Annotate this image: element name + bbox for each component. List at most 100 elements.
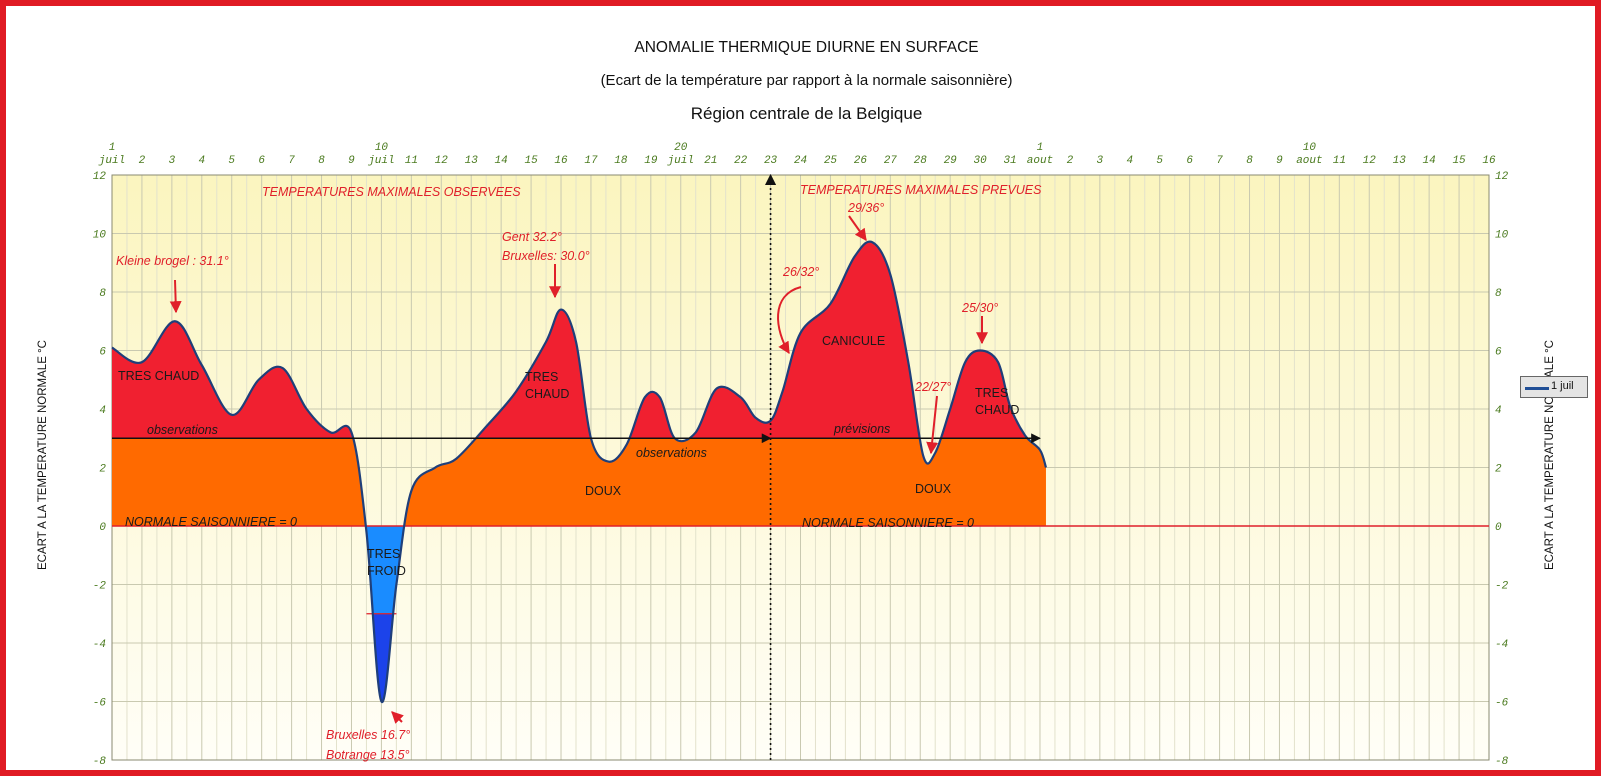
x-tick-label-month-day: 20: [674, 142, 688, 154]
zone-label: NORMALE SAISONNIERE = 0: [802, 516, 974, 530]
y-tick-label-left: -2: [93, 581, 107, 593]
x-tick-label-month-day: 10: [375, 142, 389, 154]
y-tick-label-right: 2: [1495, 464, 1502, 476]
area-extreme-cold: [372, 613, 394, 702]
x-tick-label: 30: [974, 155, 988, 167]
area-mild: [112, 438, 1046, 526]
x-tick-label: 14: [495, 155, 508, 167]
x-tick-label: 7: [1216, 155, 1223, 167]
zone-label: TRES CHAUD: [975, 386, 1019, 417]
zone-label: TRES FROID: [367, 547, 406, 578]
zone-label-line: CHAUD: [975, 403, 1019, 417]
annotation-arrow: [391, 711, 404, 724]
annotation-arrow: [926, 395, 939, 455]
zone-label-line: FROID: [367, 564, 406, 578]
zone-label-line: TRES: [975, 386, 1008, 400]
annotation-label: Bruxelles 16.7°: [326, 728, 410, 742]
zone-label: TRES CHAUD: [118, 369, 199, 383]
x-tick-label: 6: [1186, 155, 1193, 167]
x-tick-label: 2: [1067, 155, 1074, 167]
y-tick-label-left: 4: [99, 405, 106, 417]
y-tick-label-right: 10: [1495, 230, 1509, 242]
x-tick-label: 16: [1482, 155, 1496, 167]
x-tick-label: 15: [524, 155, 538, 167]
x-tick-label: 23: [764, 155, 778, 167]
x-tick-label: 16: [554, 155, 568, 167]
zone-label: DOUX: [585, 484, 622, 498]
x-tick-label: 21: [704, 155, 717, 167]
x-tick-label: 29: [944, 155, 958, 167]
zone-label: TRES CHAUD: [525, 370, 569, 401]
annotation-label: Gent 32.2°: [502, 230, 562, 244]
y-tick-label-left: -4: [93, 639, 106, 651]
x-tick-label: aout: [1296, 155, 1322, 167]
zone-label: observations: [147, 423, 218, 437]
x-tick-label: 3: [1097, 155, 1104, 167]
y-tick-label-left: -6: [93, 698, 107, 710]
x-tick-label: juil: [367, 155, 394, 167]
legend-label: 1 juil: [1551, 380, 1574, 392]
y-tick-label-left: 2: [99, 464, 106, 476]
y-tick-label-left: 8: [99, 288, 106, 300]
chart-title: ANOMALIE THERMIQUE DIURNE EN SURFACE: [634, 39, 979, 56]
x-tick-label: 8: [318, 155, 325, 167]
legend: 1 juil: [1520, 376, 1588, 398]
x-tick-label: 11: [1333, 155, 1346, 167]
y-tick-label-right: 8: [1495, 288, 1502, 300]
x-tick-label: juil: [98, 155, 125, 167]
x-tick-label-month-day: 10: [1303, 142, 1317, 154]
x-tick-label: 12: [435, 155, 449, 167]
annotation-label: TEMPERATURES MAXIMALES OBSERVEES: [262, 185, 521, 199]
zone-label: CANICULE: [822, 334, 885, 348]
y-tick-label-right: -6: [1495, 698, 1509, 710]
y-tick-labels: 12 12 10 10 8 8 6 6 4 4 2 2 0 0 -2 -2 -4 -4 -6 -6 -8 -8: [93, 171, 1509, 768]
x-tick-label: 9: [1276, 155, 1283, 167]
x-tick-label: 4: [198, 155, 205, 167]
x-tick-label: juil: [667, 155, 694, 167]
annotation-label: Bruxelles: 30.0°: [502, 249, 590, 263]
zone-label: prévisions: [833, 422, 890, 436]
annotation-label: 29/36°: [847, 201, 884, 215]
series-line: [111, 240, 1048, 703]
x-tick-label: 28: [914, 155, 928, 167]
y-tick-label-right: 4: [1495, 405, 1502, 417]
y-tick-label-left: -8: [93, 756, 107, 768]
zone-label-line: TRES: [525, 370, 558, 384]
y-tick-label-right: 6: [1495, 347, 1502, 359]
x-tick-label: 24: [794, 155, 807, 167]
y-tick-label-right: 0: [1495, 522, 1502, 534]
x-tick-label: 11: [405, 155, 418, 167]
x-tick-label: 12: [1363, 155, 1377, 167]
x-tick-label: 9: [348, 155, 355, 167]
y-tick-label-left: 12: [93, 171, 107, 183]
area-fills: [112, 241, 1046, 702]
annotation-arrow: [848, 215, 867, 241]
x-tick-label: 8: [1246, 155, 1253, 167]
x-tick-label: 13: [1393, 155, 1407, 167]
annotation-arrow: [169, 279, 182, 314]
y-tick-label-left: 6: [99, 347, 106, 359]
x-tick-label: 22: [734, 155, 748, 167]
zone-label: observations: [636, 446, 707, 460]
x-tick-label: 17: [584, 155, 598, 167]
annotation-label: 25/30°: [961, 301, 998, 315]
y-tick-label-left: 0: [99, 522, 106, 534]
x-tick-label: 15: [1452, 155, 1466, 167]
x-tick-label: 25: [824, 155, 838, 167]
x-tick-label: 3: [169, 155, 176, 167]
x-tick-label: aout: [1027, 155, 1053, 167]
series-lines: [111, 173, 1489, 760]
annotation-arrow: [777, 286, 802, 355]
y-tick-label-right: -8: [1495, 756, 1509, 768]
annotation-label: TEMPERATURES MAXIMALES PREVUES: [800, 183, 1042, 197]
x-tick-label-month-day: 1: [109, 142, 116, 154]
zone-label-line: CHAUD: [525, 387, 569, 401]
x-tick-label: 5: [1156, 155, 1163, 167]
annotations: TEMPERATURES MAXIMALES OBSERVEES TEMPERAT…: [116, 183, 1042, 762]
annotation-label: 22/27°: [914, 380, 951, 394]
x-tick-label: 5: [228, 155, 235, 167]
y-tick-label-left: 10: [93, 230, 107, 242]
